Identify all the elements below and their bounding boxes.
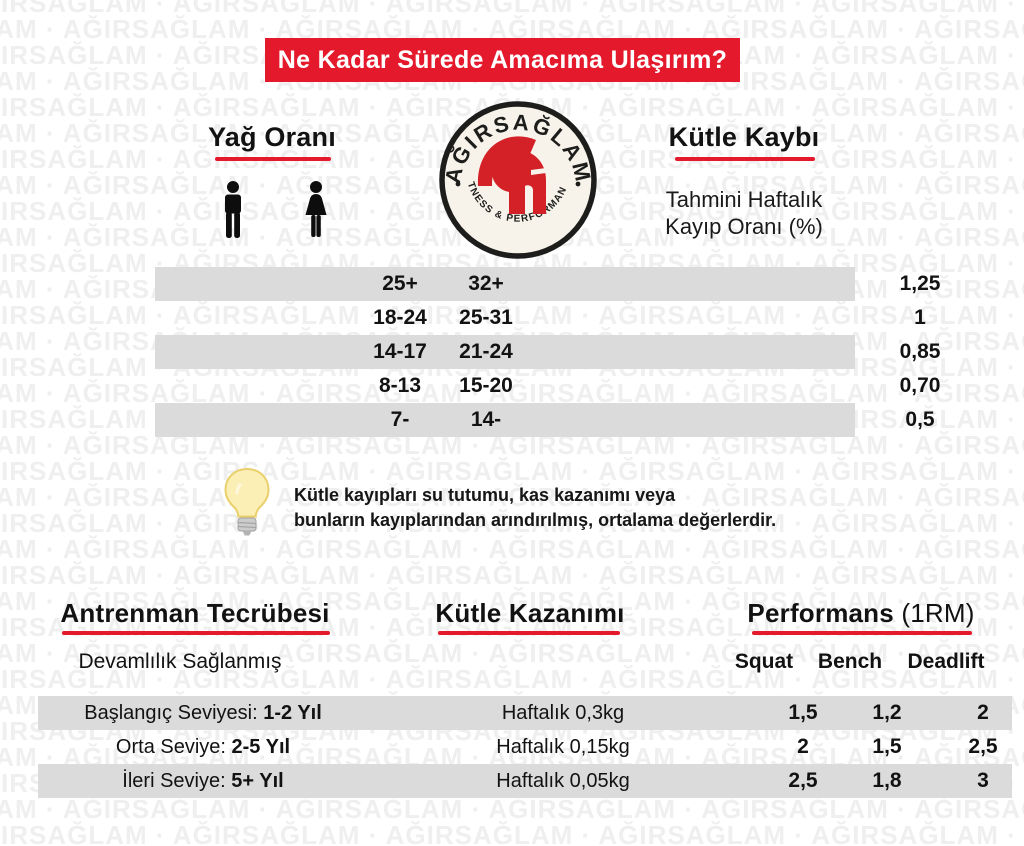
training-table-row: Başlangıç Seviyesi: 1-2 Yıl Haftalık 0,3… xyxy=(38,696,1012,730)
fat-female-value: 25-31 xyxy=(459,306,513,329)
watermark-row: AĞIRSAĞLAM · AĞIRSAĞLAM · AĞIRSAĞLAM · A… xyxy=(0,300,1024,330)
level-years: 1-2 Yıl xyxy=(263,702,322,724)
level-years: 5+ Yıl xyxy=(231,770,284,792)
fat-male-value: 7- xyxy=(390,408,410,431)
mass-loss-subtitle: Tahmini Haftalık Kayıp Oranı (%) xyxy=(665,186,823,240)
fat-female-value: 32+ xyxy=(468,272,504,295)
mass-loss-subtitle-line1: Tahmini Haftalık xyxy=(665,187,823,212)
loss-rate-value: 1 xyxy=(914,306,926,329)
fat-table-row: 25+ 32+ 1,25 xyxy=(155,267,940,301)
lightbulb-icon xyxy=(224,467,270,536)
bench-column-header: Bench xyxy=(817,650,883,673)
loss-rate-value: 0,70 xyxy=(899,374,941,397)
fat-ratio-heading: Yağ Oranı xyxy=(208,122,336,152)
fat-table-row: 7- 14- 0,5 xyxy=(155,403,935,437)
deadlift-value: 2,5 xyxy=(968,735,998,758)
fat-ratio-underline xyxy=(215,157,331,161)
watermark-row: AĞIRSAĞLAM · AĞIRSAĞLAM · AĞIRSAĞLAM · A… xyxy=(0,456,1024,486)
weekly-gain-value: Haftalık 0,3kg xyxy=(501,702,625,724)
watermark-row: AĞIRSAĞLAM · AĞIRSAĞLAM · AĞIRSAĞLAM · A… xyxy=(0,0,1024,18)
page-title: Ne Kadar Sürede Amacıma Ulaşırım? xyxy=(265,38,740,82)
deadlift-column-header: Deadlift xyxy=(907,650,985,673)
loss-rate-value: 1,25 xyxy=(899,272,941,295)
mass-loss-heading: Kütle Kaybı xyxy=(668,122,820,152)
training-experience-heading: Antrenman Tecrübesi xyxy=(60,598,330,628)
watermark-row: AĞIRSAĞLAM · AĞIRSAĞLAM · AĞIRSAĞLAM · A… xyxy=(0,482,1024,512)
spartan-helmet-icon xyxy=(477,136,546,214)
logo-right-dot xyxy=(575,181,581,187)
level-label: İleri Seviye: xyxy=(122,770,232,792)
male-icon xyxy=(225,181,241,238)
level-years: 2-5 Yıl xyxy=(231,736,291,758)
weekly-gain-value: Haftalık 0,05kg xyxy=(496,770,630,792)
fat-female-value: 14- xyxy=(470,408,502,431)
squat-value: 1,5 xyxy=(788,701,818,724)
loss-rate-value: 0,85 xyxy=(899,340,941,363)
deadlift-value: 3 xyxy=(977,769,989,792)
watermark-row: AĞIRSAĞLAM · AĞIRSAĞLAM · AĞIRSAĞLAM · A… xyxy=(0,612,1024,642)
squat-value: 2,5 xyxy=(788,769,818,792)
training-table-row: Orta Seviye: 2-5 Yıl Haftalık 0,15kg 2 1… xyxy=(38,730,1012,764)
watermark-row: AĞIRSAĞLAM · AĞIRSAĞLAM · AĞIRSAĞLAM · A… xyxy=(0,638,1024,668)
loss-rate-value: 0,5 xyxy=(905,408,935,431)
note-text: Kütle kayıpları su tutumu, kas kazanımı … xyxy=(294,483,776,533)
mass-loss-subtitle-line2: Kayıp Oranı (%) xyxy=(665,214,823,239)
watermark-row: AĞIRSAĞLAM · AĞIRSAĞLAM · AĞIRSAĞLAM · A… xyxy=(0,534,1024,564)
mass-gain-underline xyxy=(438,631,620,635)
squat-column-header: Squat xyxy=(734,650,794,673)
watermark-row: AĞIRSAĞLAM · AĞIRSAĞLAM · AĞIRSAĞLAM · A… xyxy=(0,508,1024,538)
female-icon xyxy=(305,181,327,237)
watermark-row: AĞIRSAĞLAM · AĞIRSAĞLAM · AĞIRSAĞLAM · A… xyxy=(0,586,1024,616)
fat-table-row: 8-13 15-20 0,70 xyxy=(155,369,940,403)
bench-value: 1,5 xyxy=(872,735,902,758)
mass-gain-heading: Kütle Kazanımı xyxy=(435,598,625,628)
watermark-row: AĞIRSAĞLAM · AĞIRSAĞLAM · AĞIRSAĞLAM · A… xyxy=(0,794,1024,824)
training-experience-underline xyxy=(62,631,330,635)
watermark-row: AĞIRSAĞLAM · AĞIRSAĞLAM · AĞIRSAĞLAM · A… xyxy=(0,664,1024,694)
training-table-row: İleri Seviye: 5+ Yıl Haftalık 0,05kg 2,5… xyxy=(38,764,1012,798)
level-label: Başlangıç Seviyesi: xyxy=(84,702,264,724)
squat-value: 2 xyxy=(797,735,809,758)
performance-heading-suffix: (1RM) xyxy=(893,598,975,628)
fat-male-value: 25+ xyxy=(382,272,418,295)
note-line1: Kütle kayıpları su tutumu, kas kazanımı … xyxy=(294,485,676,505)
fat-male-value: 8-13 xyxy=(378,374,422,397)
fat-male-value: 18-24 xyxy=(373,306,427,329)
deadlift-value: 2 xyxy=(977,701,989,724)
fat-table-row: 14-17 21-24 0,85 xyxy=(155,335,940,369)
fat-female-value: 21-24 xyxy=(459,340,513,363)
fat-female-value: 15-20 xyxy=(459,374,513,397)
watermark-row: AĞIRSAĞLAM · AĞIRSAĞLAM · AĞIRSAĞLAM · A… xyxy=(0,820,1024,846)
bench-value: 1,8 xyxy=(872,769,902,792)
fat-male-value: 14-17 xyxy=(373,340,427,363)
performance-underline xyxy=(752,631,972,635)
level-label: Orta Seviye: xyxy=(115,736,232,758)
bench-value: 1,2 xyxy=(872,701,902,724)
fat-table-row: 18-24 25-31 1 xyxy=(155,301,926,335)
continuity-subtitle: Devamlılık Sağlanmış xyxy=(78,650,282,673)
brand-logo: AĞIRSAĞLAM FITNESS & PERFORMANCE xyxy=(438,100,597,259)
performance-heading-main: Performans xyxy=(747,598,894,628)
weekly-gain-value: Haftalık 0,15kg xyxy=(496,736,630,758)
watermark-row: AĞIRSAĞLAM · AĞIRSAĞLAM · AĞIRSAĞLAM · A… xyxy=(0,560,1024,590)
logo-left-dot xyxy=(455,181,461,187)
note-line2: bunların kayıplarından arındırılmış, ort… xyxy=(294,510,777,530)
performance-heading: Performans (1RM) xyxy=(747,598,974,629)
mass-loss-underline xyxy=(675,157,815,161)
